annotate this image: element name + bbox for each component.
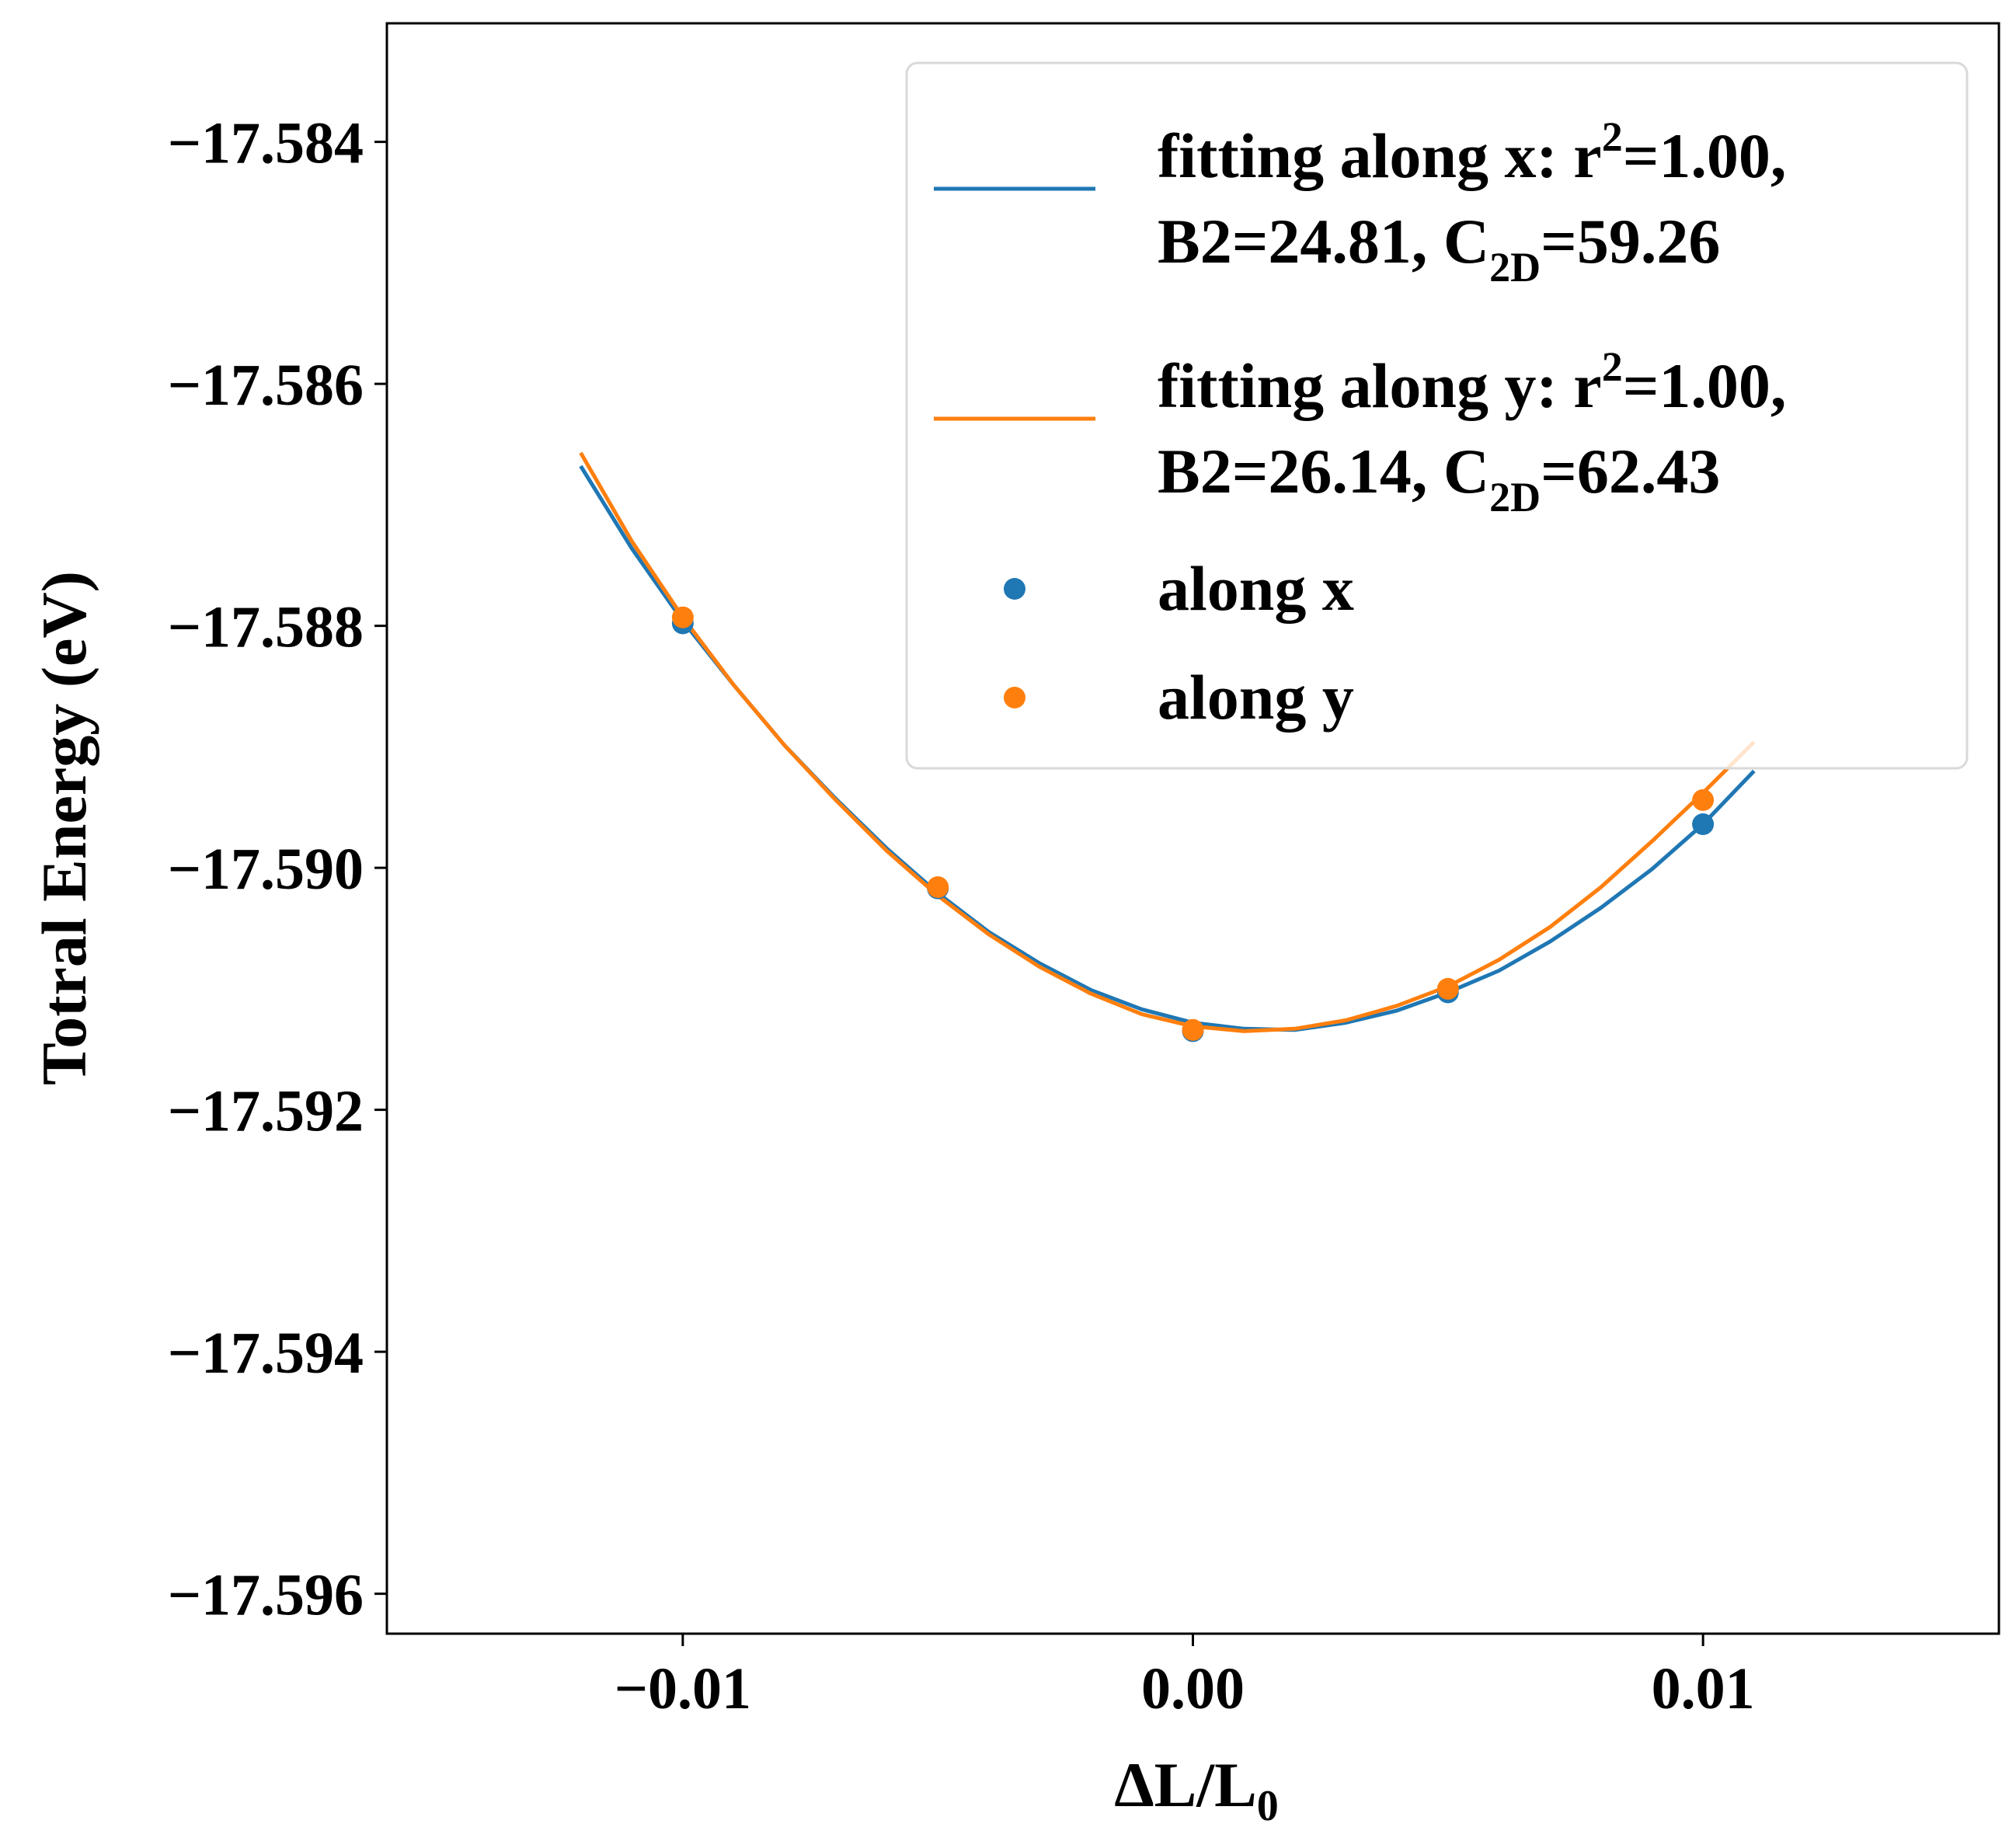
data-point-along-x — [1692, 813, 1715, 835]
legend-marker-along-x — [1004, 578, 1025, 600]
y-tick-label: −17.586 — [168, 353, 364, 418]
data-point-along-y — [1182, 1018, 1204, 1041]
y-tick-label: −17.592 — [168, 1079, 364, 1144]
legend-box — [905, 61, 1969, 770]
data-point-along-y — [1436, 977, 1459, 1000]
data-point-along-y — [671, 606, 694, 628]
y-axis: −17.584 −17.586 −17.588 −17.590 −17.592 −17.5… — [168, 111, 387, 1628]
y-tick-label: −17.584 — [168, 111, 364, 176]
y-tick-label: −17.590 — [168, 837, 364, 902]
data-points — [671, 606, 1715, 1043]
legend-label-fit-x-line2: B2=24.81, C2D=59.26 — [1158, 206, 1720, 291]
x-tick-label: 0.01 — [1652, 1656, 1755, 1721]
legend-label-fit-x-line1: fitting along x: r2=1.00, — [1158, 113, 1786, 191]
y-axis-title: Totral Energy (eV) — [29, 571, 99, 1085]
legend-marker-along-y — [1004, 687, 1025, 708]
x-tick-label: −0.01 — [615, 1656, 751, 1721]
x-tick-label: 0.00 — [1141, 1656, 1245, 1721]
x-axis-title: ΔL/L0 — [1114, 1749, 1279, 1824]
legend-label-along-x: along x — [1158, 553, 1354, 624]
data-point-along-y — [1692, 788, 1715, 811]
y-tick-label: −17.594 — [168, 1321, 364, 1386]
fit-line-along-y — [579, 451, 1756, 1033]
data-point-along-y — [927, 876, 949, 898]
legend-label-fit-y-line2: B2=26.14, C2D=62.43 — [1158, 436, 1720, 520]
legend: fitting along x: r2=1.00, B2=24.81, C2D=… — [905, 61, 1969, 770]
y-tick-label: −17.596 — [168, 1563, 364, 1628]
x-axis: −0.01 0.00 0.01 — [615, 1634, 1755, 1721]
y-tick-label: −17.588 — [168, 595, 364, 660]
fit-lines — [579, 451, 1756, 1033]
legend-label-along-y: along y — [1158, 662, 1354, 733]
legend-label-fit-y-line1: fitting along y: r2=1.00, — [1158, 343, 1786, 421]
